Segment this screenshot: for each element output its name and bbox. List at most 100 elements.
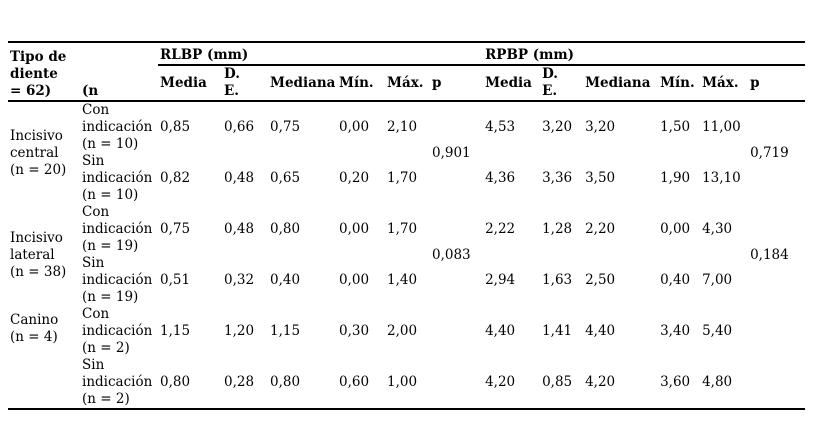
rlbp-p-value: 0,901 bbox=[432, 144, 471, 161]
rlbp-max-value: 1,40 bbox=[387, 272, 418, 288]
rpbp-p-value bbox=[748, 306, 805, 409]
rlbp-media-value: 0,75 bbox=[160, 221, 191, 237]
column-header-rlbp-mediana: Mediana bbox=[268, 65, 337, 102]
column-header-tooth-type: Tipo de diente = 62) bbox=[8, 42, 80, 102]
rlbp-max-value: 2,10 bbox=[387, 119, 418, 135]
rpbp-max-value: 4,30 bbox=[702, 221, 733, 237]
rpbp-min-value: 1,90 bbox=[660, 170, 691, 186]
rpbp-mediana-value: 4,40 bbox=[585, 323, 616, 339]
column-header-rpbp-p: p bbox=[748, 65, 806, 102]
rlbp-media-value: 1,15 bbox=[160, 323, 191, 339]
rpbp-media-value: 2,94 bbox=[485, 272, 516, 288]
rlbp-media-value: 0,51 bbox=[160, 272, 191, 288]
rpbp-p-value: 0,184 bbox=[750, 246, 789, 263]
rpbp-max-value: 11,00 bbox=[702, 119, 741, 135]
rpbp-mediana-value: 2,50 bbox=[585, 272, 616, 288]
rlbp-min-value: 0,20 bbox=[339, 170, 370, 186]
rlbp-media-value: 0,82 bbox=[160, 170, 191, 186]
rpbp-p-value: 0,719 bbox=[750, 144, 789, 161]
table-row: Incisivo lateral (n = 38) Con indicación… bbox=[8, 204, 805, 280]
rpbp-media-value: 2,22 bbox=[485, 221, 516, 237]
indication-label: Sin indicación (n = 19) bbox=[82, 255, 153, 305]
indication-label: Con indicación (n = 2) bbox=[82, 306, 153, 356]
rpbp-min-value: 0,40 bbox=[660, 272, 691, 288]
rlbp-max-value: 1,00 bbox=[387, 374, 418, 390]
column-header-rpbp-mediana: Mediana bbox=[583, 65, 659, 102]
sub-header-row: Media D. E. Mediana Mín. Máx. p Media D.… bbox=[8, 65, 806, 102]
rlbp-media-value: 0,80 bbox=[160, 374, 191, 390]
rpbp-media-value: 4,36 bbox=[485, 170, 516, 186]
table-row: Canino (n = 4) Con indicación (n = 2) 1,… bbox=[8, 306, 805, 357]
rpbp-de-value: 1,28 bbox=[542, 221, 573, 237]
table-row: Sin indicación (n = 10) 0,82 0,48 0,65 0… bbox=[8, 153, 805, 204]
rpbp-de-value: 1,63 bbox=[542, 272, 573, 288]
rpbp-mediana-value: 3,20 bbox=[585, 119, 616, 135]
rlbp-min-value: 0,00 bbox=[339, 272, 370, 288]
column-header-rlbp-min: Mín. bbox=[337, 65, 385, 102]
rlbp-min-value: 0,00 bbox=[339, 221, 370, 237]
table-row: Sin indicación (n = 19) 0,51 0,32 0,40 0… bbox=[8, 255, 805, 306]
rpbp-media-value: 4,40 bbox=[485, 323, 516, 339]
tooth-type-label: Incisivo central (n = 20) bbox=[10, 127, 67, 178]
rlbp-de-value: 0,48 bbox=[224, 221, 255, 237]
rlbp-p-value: 0,083 bbox=[432, 246, 471, 263]
rlbp-min-value: 0,00 bbox=[339, 119, 370, 135]
rlbp-mediana-value: 0,65 bbox=[270, 170, 301, 186]
rpbp-de-value: 3,20 bbox=[542, 119, 573, 135]
rlbp-de-value: 0,48 bbox=[224, 170, 255, 186]
rlbp-media-value: 0,85 bbox=[160, 119, 191, 135]
rlbp-de-value: 0,66 bbox=[224, 119, 255, 135]
column-header-rpbp-media: Media bbox=[483, 65, 541, 102]
indication-label: Con indicación (n = 19) bbox=[82, 204, 153, 254]
group-header-rlbp: RLBP (mm) bbox=[158, 42, 484, 66]
column-header-rpbp-max: Máx. bbox=[700, 65, 749, 102]
rpbp-de-value: 1,41 bbox=[542, 323, 573, 339]
rlbp-de-value: 0,28 bbox=[224, 374, 255, 390]
rpbp-min-value: 3,60 bbox=[660, 374, 691, 390]
rlbp-min-value: 0,60 bbox=[339, 374, 370, 390]
column-header-n: (n bbox=[80, 42, 158, 102]
rlbp-mediana-value: 0,80 bbox=[270, 221, 301, 237]
rlbp-p-value bbox=[430, 306, 483, 409]
tooth-type-label: Canino (n = 4) bbox=[10, 312, 59, 345]
rlbp-min-value: 0,30 bbox=[339, 323, 370, 339]
table-row: Sin indicación (n = 2) 0,80 0,28 0,80 0,… bbox=[8, 357, 805, 409]
column-header-rlbp-max: Máx. bbox=[385, 65, 430, 102]
rpbp-media-value: 4,20 bbox=[485, 374, 516, 390]
rpbp-max-value: 5,40 bbox=[702, 323, 733, 339]
rpbp-min-value: 0,00 bbox=[660, 221, 691, 237]
rpbp-min-value: 1,50 bbox=[660, 119, 691, 135]
rlbp-max-value: 1,70 bbox=[387, 221, 418, 237]
rpbp-media-value: 4,53 bbox=[485, 119, 516, 135]
rlbp-de-value: 1,20 bbox=[224, 323, 255, 339]
rlbp-mediana-value: 0,80 bbox=[270, 374, 301, 390]
rlbp-de-value: 0,32 bbox=[224, 272, 255, 288]
column-header-rlbp-de: D. E. bbox=[222, 65, 268, 102]
group-header-rpbp: RPBP (mm) bbox=[483, 42, 806, 66]
column-header-rlbp-media: Media bbox=[158, 65, 222, 102]
rlbp-mediana-value: 1,15 bbox=[270, 323, 301, 339]
rpbp-max-value: 13,10 bbox=[702, 170, 741, 186]
column-header-rlbp-p: p bbox=[430, 65, 484, 102]
rpbp-min-value: 3,40 bbox=[660, 323, 691, 339]
table-row: Incisivo central (n = 20) Con indicación… bbox=[8, 101, 805, 178]
tooth-type-label: Incisivo lateral (n = 38) bbox=[10, 229, 67, 280]
rpbp-de-value: 3,36 bbox=[542, 170, 573, 186]
indication-label: Sin indicación (n = 10) bbox=[82, 153, 153, 203]
rpbp-max-value: 7,00 bbox=[702, 272, 733, 288]
rlbp-mediana-value: 0,40 bbox=[270, 272, 301, 288]
rlbp-max-value: 1,70 bbox=[387, 170, 418, 186]
rpbp-de-value: 0,85 bbox=[542, 374, 573, 390]
column-header-rpbp-min: Mín. bbox=[658, 65, 701, 102]
rlbp-mediana-value: 0,75 bbox=[270, 119, 301, 135]
statistics-table: Tipo de diente = 62) (n RLBP (mm) RPBP (… bbox=[8, 41, 806, 410]
indication-label: Sin indicación (n = 2) bbox=[82, 357, 153, 407]
rpbp-max-value: 4,80 bbox=[702, 374, 733, 390]
rpbp-mediana-value: 4,20 bbox=[585, 374, 616, 390]
rpbp-mediana-value: 3,50 bbox=[585, 170, 616, 186]
rpbp-mediana-value: 2,20 bbox=[585, 221, 616, 237]
indication-label: Con indicación (n = 10) bbox=[82, 102, 153, 152]
column-header-rpbp-de: D. E. bbox=[540, 65, 584, 102]
rlbp-max-value: 2,00 bbox=[387, 323, 418, 339]
